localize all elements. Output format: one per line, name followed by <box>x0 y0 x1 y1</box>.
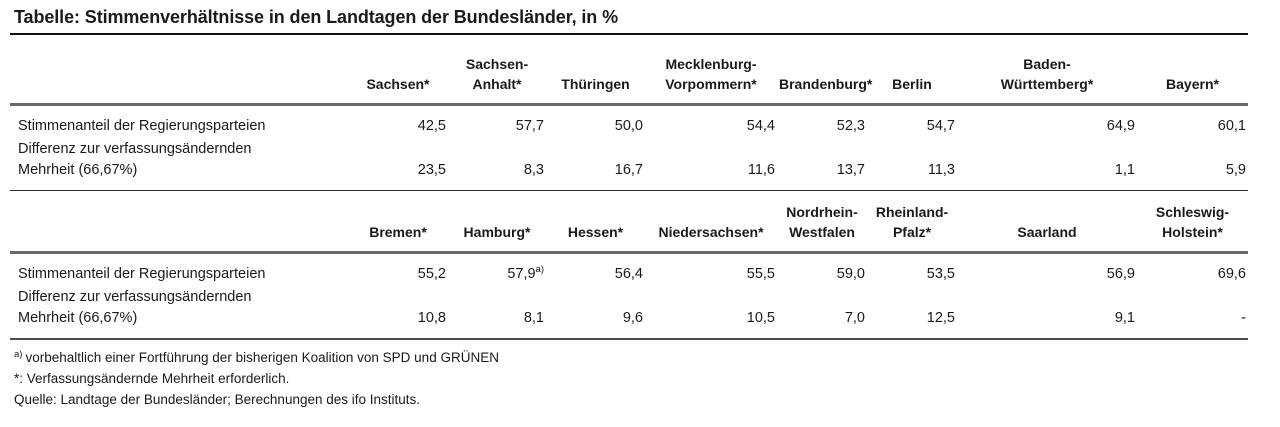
column-header-hessen: Hessen* <box>546 191 645 253</box>
row-diff-upper: Mehrheit (66,67%) 23,5 8,3 16,7 11,6 13,… <box>10 160 1248 191</box>
empty-header-cell <box>10 191 348 253</box>
footnote-a-text: vorbehaltlich einer Fortführung der bish… <box>25 350 499 366</box>
value-cell: 7,0 <box>844 310 865 327</box>
row-diff-label-line1-lower: Differenz zur verfassungsändernden <box>10 287 1248 308</box>
value-cell: 23,5 <box>417 162 446 179</box>
value-cell: 13,7 <box>836 162 865 179</box>
column-header-saarland: Saarland <box>957 191 1137 253</box>
value-cell: 57,7 <box>515 118 544 135</box>
value-cell: 1,1 <box>1114 162 1135 179</box>
row-label-diff-line1: Differenz zur verfassungsändernden <box>18 141 252 158</box>
value-cell: 5,9 <box>1225 162 1246 179</box>
value-cell: 50,0 <box>614 118 643 135</box>
value-cell: 52,3 <box>836 118 865 135</box>
value-cell: 11,6 <box>747 162 775 179</box>
column-header-baden-wuerttemberg: Baden- Württemberg* <box>957 35 1137 105</box>
value-cell: 10,5 <box>746 310 775 327</box>
column-header-bremen: Bremen* <box>348 191 448 253</box>
column-header-thueringen: Thüringen <box>546 35 645 105</box>
column-header-berlin: Berlin <box>867 35 957 105</box>
column-header-schleswig-holstein: Schleswig- Holstein* <box>1137 191 1248 253</box>
value-cell: 11,3 <box>927 162 955 179</box>
header-line: Sachsen- <box>465 56 529 72</box>
header-line: Berlin <box>892 75 932 92</box>
header-line: Anhalt* <box>472 75 522 92</box>
value-cell: 42,5 <box>417 118 446 135</box>
value-cell: 60,1 <box>1217 118 1246 135</box>
header-line: Schleswig- <box>1155 204 1230 221</box>
table-lower-header-row: Bremen* Hamburg* Hessen* Niedersachsen* … <box>10 191 1248 253</box>
empty-header-cell <box>10 35 348 105</box>
header-line: Westfalen <box>789 223 855 240</box>
header-line: Württemberg* <box>1000 75 1094 92</box>
header-line: Rheinland- <box>875 204 949 221</box>
value-cell: 56,4 <box>614 266 643 283</box>
header-line: Mecklenburg- <box>665 56 757 72</box>
footnotes: a) vorbehaltlich einer Fortführung der bi… <box>10 340 1248 411</box>
row-label-share: Stimmenanteil der Regierungsparteien <box>18 118 266 135</box>
footnote-marker: a) <box>535 264 544 276</box>
footnote-a-marker: a) <box>14 348 23 360</box>
value-cell: 55,5 <box>746 266 775 283</box>
header-line: Vorpommern* <box>665 75 757 92</box>
column-header-sachsen: Sachsen* <box>348 35 448 105</box>
header-line: Hamburg* <box>463 223 531 240</box>
row-diff-label-line1-upper: Differenz zur verfassungsändernden <box>10 139 1248 160</box>
header-line: Bayern* <box>1166 75 1219 92</box>
header-line: Baden- <box>1023 56 1071 72</box>
value-cell: 8,1 <box>523 310 544 327</box>
header-line: Brandenburg* <box>779 75 873 92</box>
table-title: Tabelle: Stimmenverhältnisse in den Land… <box>10 0 1248 35</box>
value-text: 57,9 <box>507 266 536 283</box>
value-cell: 54,4 <box>746 118 775 135</box>
column-header-nordrhein-westfalen: Nordrhein- Westfalen <box>777 191 867 253</box>
value-cell: 55,2 <box>417 266 446 283</box>
footnote-asterisk: *: Verfassungsändernde Mehrheit erforder… <box>14 371 290 387</box>
value-cell: 64,9 <box>1106 118 1135 135</box>
value-cell-with-footnote: 57,9a) <box>448 253 546 288</box>
row-label-share: Stimmenanteil der Regierungsparteien <box>18 266 266 283</box>
header-line: Thüringen <box>561 75 630 92</box>
column-header-hamburg: Hamburg* <box>448 191 546 253</box>
value-cell: - <box>1241 310 1246 327</box>
value-cell: 12,5 <box>926 310 955 327</box>
value-cell: 56,9 <box>1106 266 1135 283</box>
column-header-niedersachsen: Niedersachsen* <box>645 191 777 253</box>
footnote-source: Quelle: Landtage der Bundesländer; Berec… <box>14 392 421 408</box>
row-label-diff-line1: Differenz zur verfassungsändernden <box>18 289 252 306</box>
column-header-mecklenburg-vorpommern: Mecklenburg- Vorpommern* <box>645 35 777 105</box>
header-line: Niedersachsen* <box>658 223 764 240</box>
header-line: Holstein* <box>1162 223 1223 240</box>
table-lower: Bremen* Hamburg* Hessen* Niedersachsen* … <box>10 191 1248 341</box>
header-line: Nordrhein- <box>786 204 858 221</box>
value-cell: 69,6 <box>1217 266 1246 283</box>
value-cell: 53,5 <box>926 266 955 283</box>
row-label-diff-line2: Mehrheit (66,67%) <box>18 310 138 327</box>
table-upper: Sachsen* Sachsen- Anhalt* Thüringen Meckl… <box>10 35 1248 192</box>
footnote-a: a) vorbehaltlich einer Fortführung der bi… <box>14 348 1248 369</box>
row-share-upper: Stimmenanteil der Regierungsparteien 42,… <box>10 105 1248 140</box>
header-line: Sachsen* <box>366 75 430 92</box>
row-share-lower: Stimmenanteil der Regierungsparteien 55,… <box>10 253 1248 288</box>
column-header-brandenburg: Brandenburg* <box>777 35 872 105</box>
header-line: Saarland <box>1017 223 1077 240</box>
page: Tabelle: Stimmenverhältnisse in den Land… <box>10 0 1248 411</box>
column-header-bayern: Bayern* <box>1137 35 1248 105</box>
row-diff-lower: Mehrheit (66,67%) 10,8 8,1 9,6 10,5 7,0 … <box>10 308 1248 339</box>
row-label-diff-line2: Mehrheit (66,67%) <box>18 162 138 179</box>
header-line: Hessen* <box>567 223 624 240</box>
value-cell: 59,0 <box>836 266 865 283</box>
header-line: Bremen* <box>369 223 427 240</box>
header-line: Pfalz* <box>892 223 932 240</box>
column-header-rheinland-pfalz: Rheinland- Pfalz* <box>867 191 957 253</box>
value-cell: 8,3 <box>523 162 544 179</box>
value-cell: 54,7 <box>926 118 955 135</box>
value-cell: 9,1 <box>1114 310 1135 327</box>
table-upper-header-row: Sachsen* Sachsen- Anhalt* Thüringen Meckl… <box>10 35 1248 105</box>
value-cell: 16,7 <box>614 162 643 179</box>
column-header-sachsen-anhalt: Sachsen- Anhalt* <box>448 35 546 105</box>
value-cell: 10,8 <box>417 310 446 327</box>
value-cell: 9,6 <box>622 310 643 327</box>
